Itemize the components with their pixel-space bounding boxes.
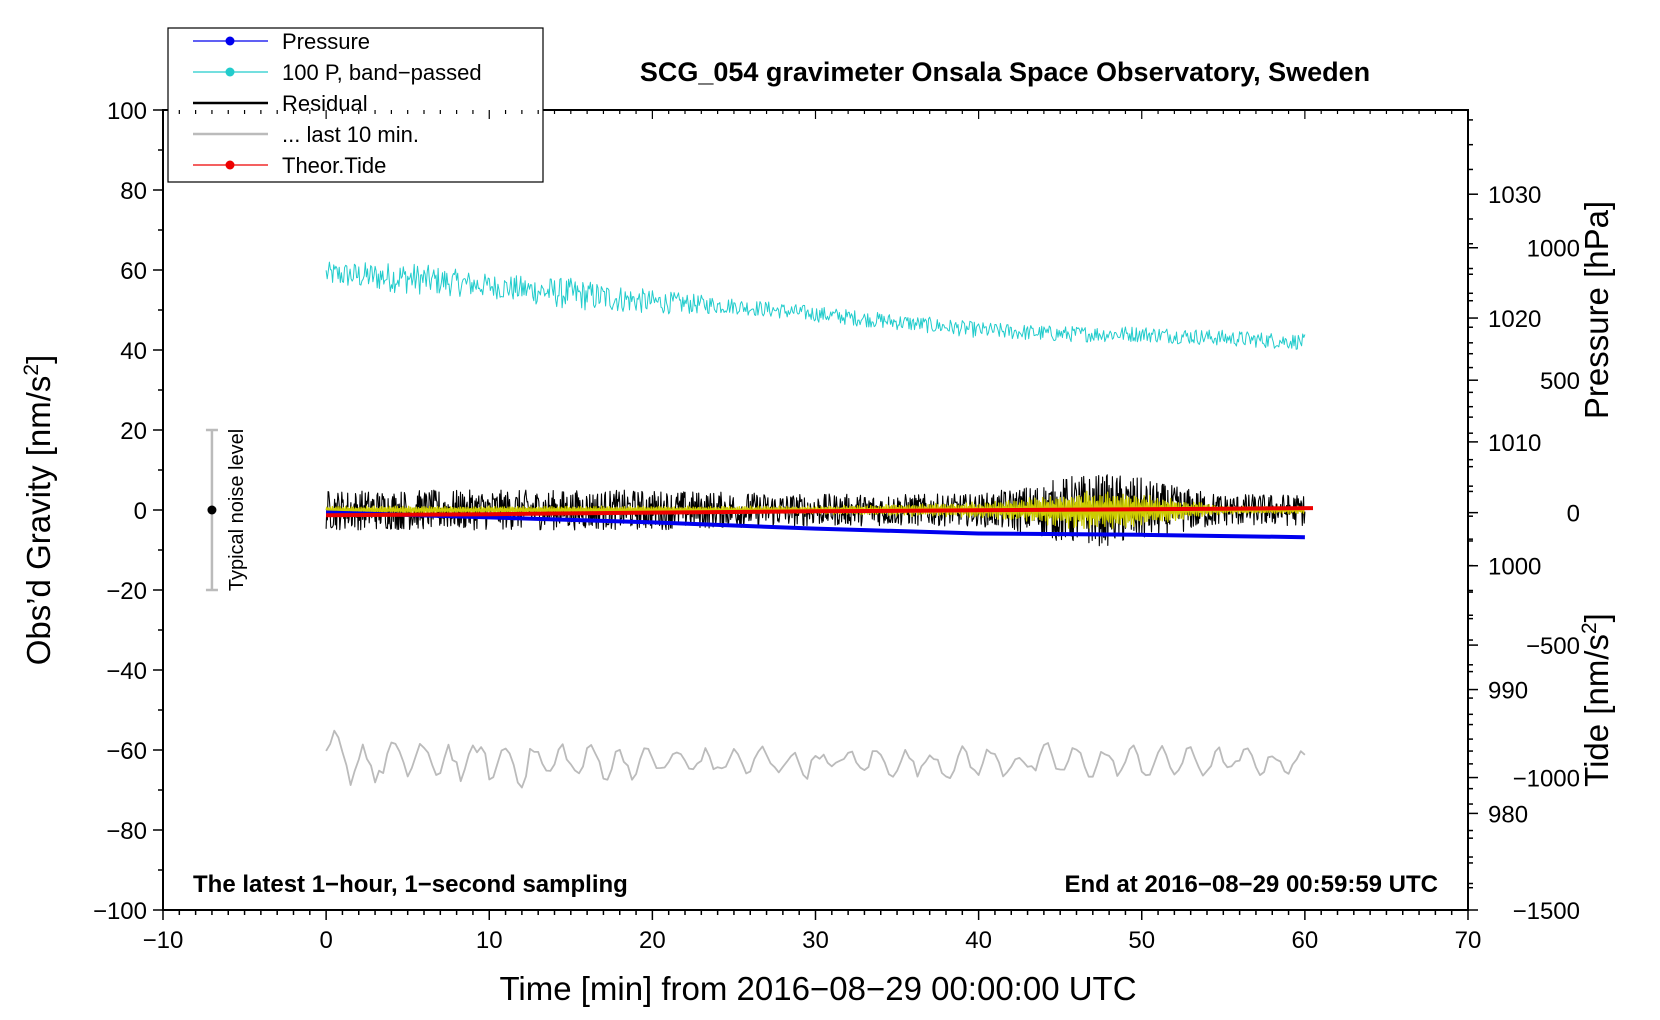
y-left-tick-label: 40 [120, 338, 147, 365]
noise-label: Typical noise level [226, 429, 248, 591]
y-left-tick-label: −40 [106, 658, 147, 685]
chart-title: SCG_054 gravimeter Onsala Space Observat… [640, 57, 1370, 87]
y-axis-pressure-label: Pressure [hPa] [1578, 201, 1615, 419]
tide-tick-label: 1000 [1527, 236, 1580, 263]
x-axis-label: Time [min] from 2016−08−29 00:00:00 UTC [499, 970, 1136, 1007]
legend-label: Pressure [282, 29, 370, 54]
x-tick-label: 30 [802, 927, 829, 954]
series-layer [325, 261, 1314, 789]
legend-label: 100 P, band−passed [282, 60, 482, 85]
x-tick-label: 60 [1292, 927, 1319, 954]
x-tick-label: 40 [965, 927, 992, 954]
y-axis-pressure: 980 990 1000 1010 1020 1030 [1468, 119, 1541, 889]
legend: Pressure 100 P, band−passed Residual ... la… [167, 27, 544, 183]
pressure-tick-label: 1030 [1488, 182, 1541, 209]
pressure-tick-label: 1000 [1488, 554, 1541, 581]
series-line-pressure [326, 510, 1305, 540]
tide-tick-label: 0 [1567, 501, 1580, 528]
tide-tick-label: −1500 [1513, 898, 1580, 925]
y-left-tick-label: −60 [106, 738, 147, 765]
y-left-tick-label: −80 [106, 818, 147, 845]
y-left-tick-label: 80 [120, 178, 147, 205]
x-axis: −10 0 10 20 30 40 50 60 70 [143, 110, 1482, 954]
y-axis-left-label: Obs’d Gravity [nm/s2] [20, 355, 57, 666]
pressure-tick-label: 980 [1488, 801, 1528, 828]
annotation-sampling: The latest 1−hour, 1−second sampling [193, 871, 628, 898]
y-left-tick-label: 20 [120, 418, 147, 445]
legend-label: Residual [282, 91, 368, 116]
tide-tick-label: −1000 [1513, 766, 1580, 793]
pressure-tick-label: 990 [1488, 678, 1528, 705]
y-left-tick-label: 0 [134, 498, 147, 525]
y-axis-tide-label: Tide [nm/s2] [1578, 613, 1615, 787]
x-tick-label: 50 [1128, 927, 1155, 954]
noise-center-dot [207, 505, 217, 515]
legend-label: Theor.Tide [282, 153, 386, 178]
y-axis-left: −100 −80 −60 −40 −20 0 20 40 60 80 100 [93, 98, 163, 925]
y-left-tick-label: 60 [120, 258, 147, 285]
legend-marker [225, 67, 235, 77]
tide-tick-label: 500 [1540, 368, 1580, 395]
x-tick-label: 10 [476, 927, 503, 954]
y-left-tick-label: −100 [93, 898, 147, 925]
x-tick-label: −10 [143, 927, 184, 954]
x-tick-label: 70 [1455, 927, 1482, 954]
x-tick-label: 20 [639, 927, 666, 954]
noise-level-indicator: Typical noise level [205, 428, 248, 592]
legend-marker [225, 36, 235, 46]
y-axis-tide: −1500 −1000 −500 0 500 1000 [1468, 236, 1580, 925]
series-line-theor-tide [326, 506, 1314, 518]
annotation-end-time: End at 2016−08−29 00:59:59 UTC [1064, 871, 1438, 898]
legend-marker [225, 160, 235, 170]
tide-tick-label: −500 [1526, 633, 1580, 660]
series-line-100-p-band-passed [325, 261, 1306, 350]
legend-box [167, 27, 544, 183]
pressure-tick-label: 1020 [1488, 306, 1541, 333]
legend-label: ... last 10 min. [282, 122, 419, 147]
pressure-tick-label: 1010 [1488, 430, 1541, 457]
y-left-tick-label: 100 [107, 98, 147, 125]
series-line-last-10-min [325, 729, 1306, 789]
x-tick-label: 0 [319, 927, 332, 954]
y-left-tick-label: −20 [106, 578, 147, 605]
